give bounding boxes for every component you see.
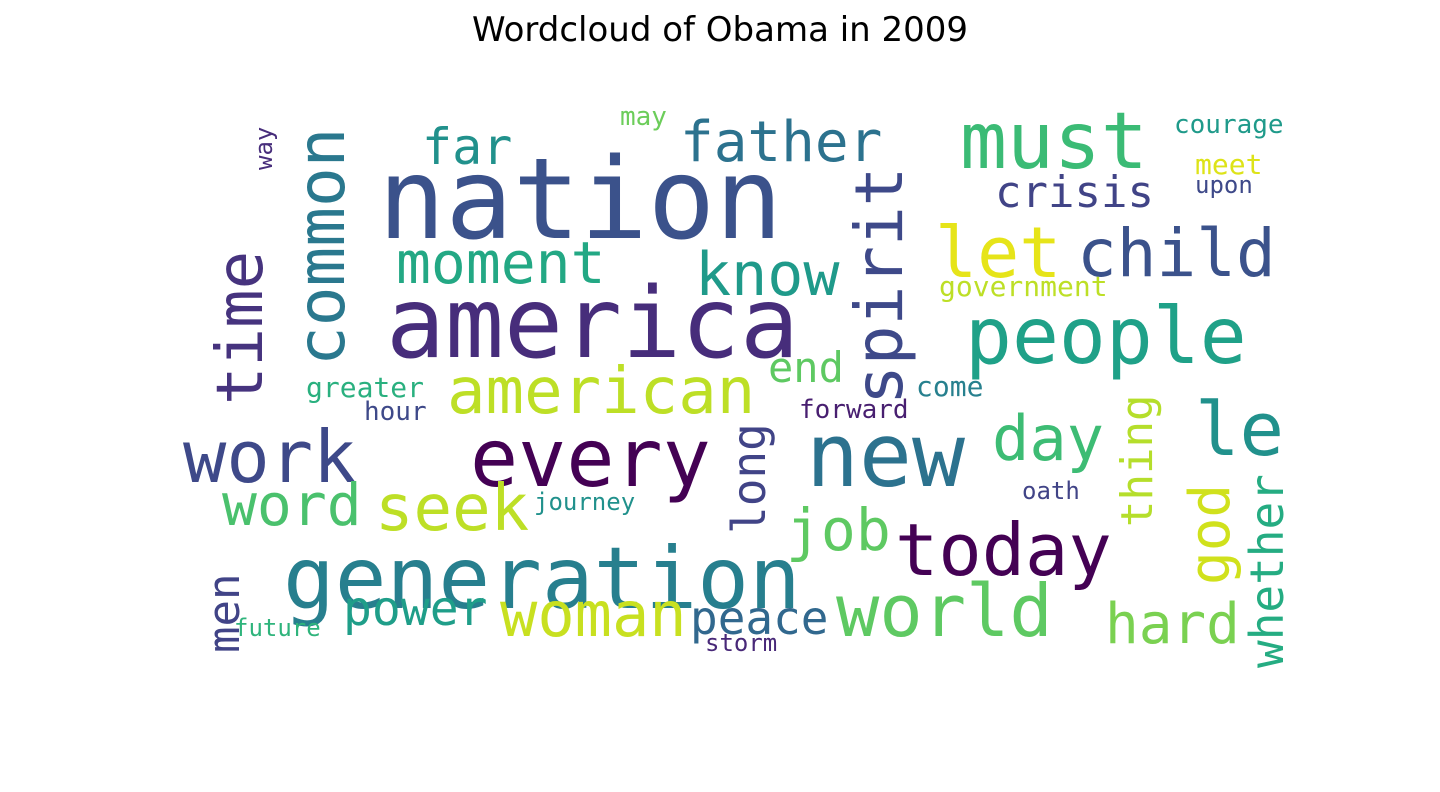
word-child: child [1077,215,1276,292]
word-word: word [222,471,362,539]
word-must: must [960,97,1148,187]
word-far: far [422,118,512,176]
word-american: american [447,355,755,429]
word-forward: forward [799,395,909,425]
word-upon: upon [1195,171,1253,199]
word-way: way [250,127,278,170]
word-power: power [343,581,488,637]
word-thing: thing [1112,395,1163,527]
word-spirit: spirit [841,167,918,405]
word-end: end [768,343,844,392]
word-generation: generation [283,529,801,629]
word-let: let [935,212,1061,294]
word-moment: moment [396,229,606,297]
word-god: god [1178,484,1243,585]
word-men: men [199,574,250,653]
word-crisis: crisis [995,167,1154,218]
word-woman: woman [500,578,687,651]
word-meet: meet [1195,148,1262,181]
word-america: america [386,267,799,381]
word-government: government [939,270,1108,303]
chart-title: Wordcloud of Obama in 2009 [471,10,969,50]
word-every: every [470,412,711,505]
word-work: work [183,415,356,499]
word-may: may [620,102,667,132]
word-courage: courage [1174,110,1284,140]
word-whether: whether [1240,474,1294,668]
word-father: father [680,110,882,175]
word-time: time [204,251,278,405]
word-day: day [992,402,1104,475]
word-journey: journey [534,488,635,516]
word-oath: oath [1022,477,1080,505]
word-hour: hour [364,397,427,427]
word-le: le [1195,387,1284,473]
word-hard: hard [1105,592,1240,657]
word-job: job [786,496,891,564]
word-common: common [283,128,360,366]
word-nation: nation [378,135,783,265]
word-peace: peace [690,591,828,645]
word-today: today [895,508,1112,592]
word-storm: storm [705,629,777,657]
word-long: long [722,423,776,534]
word-future: future [234,614,321,642]
word-people: people [965,292,1247,382]
word-world: world [836,569,1053,653]
word-come: come [916,370,983,403]
word-greater: greater [306,371,424,404]
word-new: new [806,404,965,507]
word-seek: seek [375,472,529,546]
word-know: know [695,240,840,310]
